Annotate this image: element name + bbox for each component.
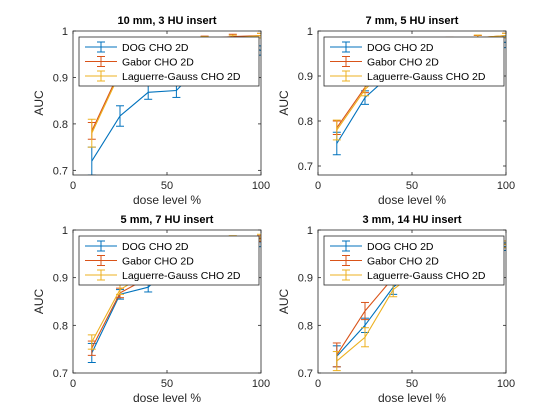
- x-tick-label: 50: [406, 180, 418, 192]
- subplot-3: 0 50 100 0.7 0.8 0.9 1 5 mm, 7 HU insert dose le…: [32, 214, 270, 405]
- legend-label: DOG CHO 2D: [367, 241, 434, 253]
- legend-label: DOG CHO 2D: [122, 42, 189, 54]
- y-tick-label: 0.7: [53, 368, 68, 380]
- x-axis-label: dose level %: [378, 193, 446, 207]
- x-tick-label: 100: [252, 378, 270, 390]
- legend: DOG CHO 2D Gabor CHO 2D Laguerre-Gauss CHO…: [323, 235, 505, 286]
- chart-title: 3 mm, 14 HU insert: [362, 214, 461, 226]
- x-axis-label: dose level %: [133, 391, 201, 405]
- legend-label: Gabor CHO 2D: [367, 57, 439, 69]
- subplot-1: 0 50 100 0.7 0.8 0.9 1 10 mm, 3 HU insert dose l…: [32, 15, 270, 207]
- y-axis-label: AUC: [277, 90, 291, 116]
- legend: DOG CHO 2D Gabor CHO 2D Laguerre-Gauss CHO…: [78, 36, 260, 87]
- legend: DOG CHO 2D Gabor CHO 2D Laguerre-Gauss CHO…: [323, 36, 505, 87]
- legend-label: Laguerre-Gauss CHO 2D: [367, 270, 486, 282]
- x-tick-label: 0: [70, 180, 76, 192]
- x-tick-label: 50: [161, 180, 173, 192]
- y-tick-label: 0.9: [298, 273, 313, 285]
- y-tick-label: 0.7: [298, 161, 313, 173]
- y-tick-label: 0.8: [298, 116, 313, 128]
- x-tick-label: 100: [497, 180, 515, 192]
- legend: DOG CHO 2D Gabor CHO 2D Laguerre-Gauss CHO…: [78, 235, 260, 286]
- y-axis-label: AUC: [277, 289, 291, 315]
- y-tick-label: 0.8: [53, 119, 68, 131]
- y-tick-label: 1: [307, 225, 313, 237]
- x-tick-label: 100: [497, 378, 515, 390]
- chart-title: 10 mm, 3 HU insert: [117, 15, 216, 27]
- legend-label: Gabor CHO 2D: [122, 256, 194, 268]
- x-tick-label: 0: [70, 378, 76, 390]
- legend-label: Laguerre-Gauss CHO 2D: [122, 270, 241, 282]
- chart-title: 7 mm, 5 HU insert: [366, 15, 459, 27]
- y-tick-label: 0.7: [298, 368, 313, 380]
- x-tick-label: 100: [252, 180, 270, 192]
- legend-label: Gabor CHO 2D: [122, 57, 194, 69]
- legend-label: Gabor CHO 2D: [367, 256, 439, 268]
- y-axis-label: AUC: [32, 289, 46, 315]
- y-tick-label: 0.9: [53, 72, 68, 84]
- legend-label: DOG CHO 2D: [122, 241, 189, 253]
- y-tick-label: 1: [307, 26, 313, 38]
- x-tick-label: 0: [315, 180, 321, 192]
- y-axis-label: AUC: [32, 90, 46, 116]
- legend-label: Laguerre-Gauss CHO 2D: [122, 71, 241, 83]
- x-tick-label: 50: [406, 378, 418, 390]
- subplot-4: 0 50 100 0.7 0.8 0.9 1 3 mm, 14 HU insert dose l…: [277, 214, 515, 405]
- x-axis-label: dose level %: [378, 391, 446, 405]
- subplot-2: 0 50 100 0.7 0.8 0.9 1 7 mm, 5 HU insert dose le…: [277, 15, 515, 207]
- chart-title: 5 mm, 7 HU insert: [121, 214, 214, 226]
- x-tick-label: 50: [161, 378, 173, 390]
- y-tick-label: 0.8: [298, 320, 313, 332]
- y-tick-label: 0.8: [53, 320, 68, 332]
- x-axis-label: dose level %: [133, 193, 201, 207]
- y-tick-label: 0.9: [298, 71, 313, 83]
- y-tick-label: 0.9: [53, 273, 68, 285]
- y-tick-label: 0.7: [53, 165, 68, 177]
- y-tick-label: 1: [62, 225, 68, 237]
- legend-label: DOG CHO 2D: [367, 42, 434, 54]
- y-tick-label: 1: [62, 26, 68, 38]
- legend-label: Laguerre-Gauss CHO 2D: [367, 71, 486, 83]
- x-tick-label: 0: [315, 378, 321, 390]
